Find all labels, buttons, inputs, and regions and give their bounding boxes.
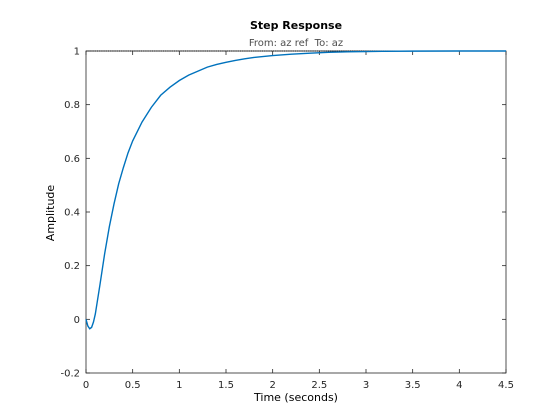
x-tick-label: 3.5 — [405, 380, 421, 391]
y-tick-label: 0.2 — [64, 261, 80, 272]
chart-title: Step Response — [250, 19, 342, 32]
y-tick-label: -0.2 — [60, 369, 80, 380]
y-axis-label: Amplitude — [44, 185, 57, 242]
tick-labels: 0 0.5 1 1.5 2 2.5 3 3.5 4 4.5-0.200.20.40.60.81 — [60, 47, 513, 392]
x-tick-label: 0.5 — [125, 380, 141, 391]
y-tick-label: 0 — [74, 315, 80, 326]
x-tick-label: 1.5 — [218, 380, 234, 391]
x-axis-label: Time (seconds) — [253, 391, 338, 404]
chart-subtitle: From: az ref To: az — [249, 38, 343, 49]
x-tick-label: 3 — [363, 380, 369, 391]
plot-area[interactable] — [85, 50, 507, 374]
x-tick-label: 2.5 — [311, 380, 327, 391]
axes-box — [85, 50, 507, 374]
x-tick-label: 0 — [83, 380, 89, 391]
x-tick-label: 4.5 — [498, 380, 514, 391]
x-tick-label: 1 — [176, 380, 182, 391]
y-tick-label: 0.8 — [64, 100, 80, 111]
y-tick-label: 0.4 — [64, 208, 80, 219]
y-tick-label: 0.6 — [64, 154, 80, 165]
y-tick-label: 1 — [74, 47, 80, 58]
x-tick-label: 2 — [269, 380, 275, 391]
x-tick-label: 4 — [456, 380, 462, 391]
step-response-line — [85, 50, 506, 330]
